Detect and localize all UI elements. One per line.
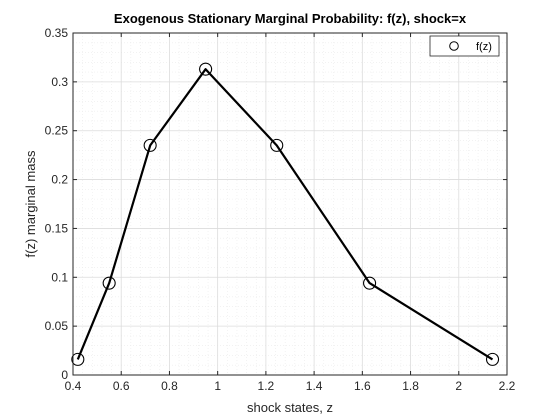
tick-labels-layer: 0.4 0.6 0.8 1 1.2 1.4 1.6 1.8 2 2.2 0 0.05 0.1 0.15 0.… <box>45 26 516 393</box>
data-point-marker <box>102 276 116 290</box>
x-tick-label: 2 <box>455 379 462 393</box>
y-tick-label: 0.25 <box>45 124 69 138</box>
legend-box <box>429 35 500 57</box>
y-tick-label: 0.15 <box>45 221 69 235</box>
x-tick-label: 2.2 <box>499 379 516 393</box>
legend-entry-label: f(z) <box>476 41 492 53</box>
y-tick-label: 0.1 <box>51 270 68 284</box>
chart-title: Exogenous Stationary Marginal Probabilit… <box>114 11 467 26</box>
data-point-marker <box>363 276 377 290</box>
y-tick-label: 0.3 <box>51 75 68 89</box>
data-point-marker <box>199 62 213 76</box>
data-point-marker <box>71 352 85 366</box>
legend-marker-icon <box>449 41 459 51</box>
plot-area-frame <box>72 32 508 376</box>
y-tick-label: 0 <box>61 368 68 382</box>
series-line <box>76 68 494 361</box>
x-tick-label: 1.4 <box>306 379 323 393</box>
y-tick-label: 0.05 <box>45 319 69 333</box>
x-tick-label: 0.4 <box>65 379 82 393</box>
y-tick-label: 0.35 <box>45 26 69 40</box>
x-tick-label: 1.2 <box>258 379 275 393</box>
data-point-marker <box>143 138 157 152</box>
x-tick-label: 0.8 <box>161 379 178 393</box>
series-layer <box>71 62 500 366</box>
x-tick-label: 1.6 <box>354 379 371 393</box>
x-tick-label: 1 <box>214 379 221 393</box>
data-point-marker <box>485 352 500 366</box>
y-axis-label: f(z) marginal mass <box>23 150 38 257</box>
ticks-layer <box>72 32 508 376</box>
legend: f(z) <box>429 35 500 57</box>
y-tick-label: 0.2 <box>51 173 68 187</box>
plot-area-background <box>73 33 507 375</box>
data-point-marker <box>270 138 284 152</box>
x-tick-label: 1.8 <box>402 379 419 393</box>
x-axis-label: shock states, z <box>247 400 333 415</box>
x-tick-label: 0.6 <box>113 379 130 393</box>
